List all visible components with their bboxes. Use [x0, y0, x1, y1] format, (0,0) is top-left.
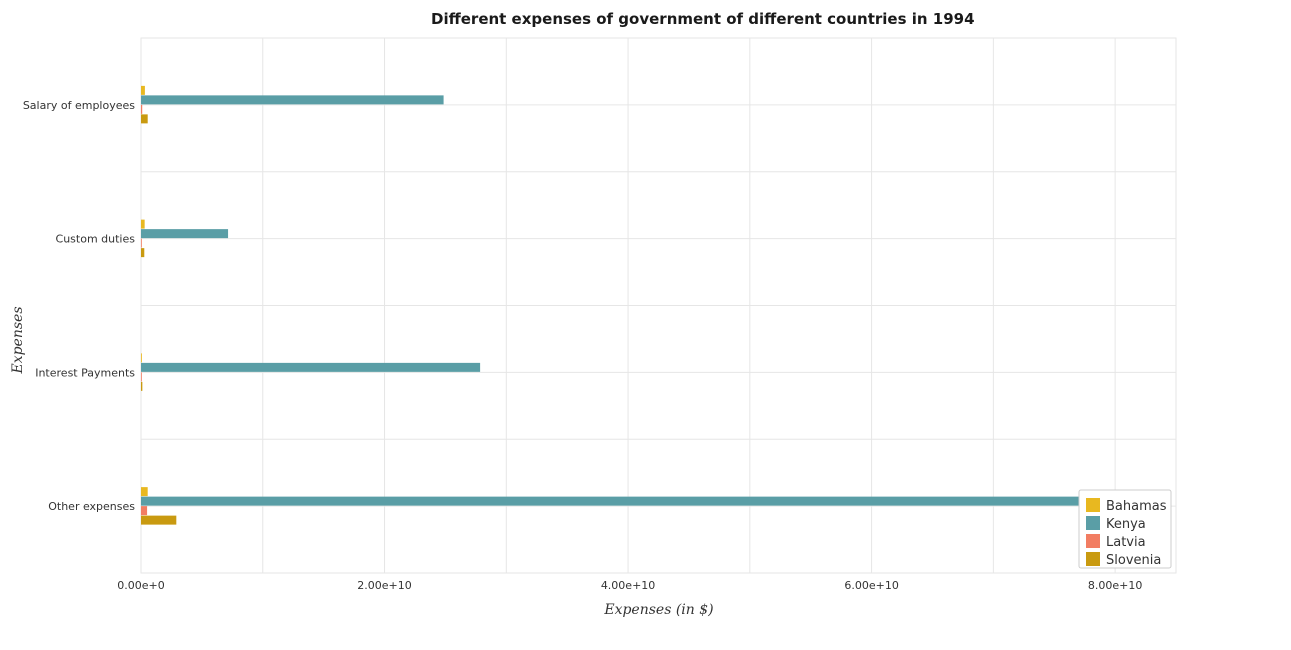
bar-slovenia-interest-payments [141, 382, 142, 391]
y-tick-label: Other expenses [48, 500, 135, 513]
bar-bahamas-interest-payments [141, 353, 142, 362]
x-tick-label: 8.00e+10 [1088, 579, 1142, 592]
y-tick-label: Salary of employees [23, 99, 135, 112]
bar-kenya-custom-duties [141, 229, 228, 238]
y-tick-label: Custom duties [56, 233, 136, 246]
x-axis-title: Expenses (in $) [603, 602, 713, 618]
bar-bahamas-salary-of-employees [141, 86, 145, 95]
x-tick-label: 6.00e+10 [844, 579, 898, 592]
legend-label-latvia: Latvia [1106, 535, 1146, 550]
chart-title: Different expenses of government of diff… [431, 10, 975, 28]
legend: Bahamas Kenya Latvia Slovenia [1079, 490, 1171, 568]
legend-label-bahamas: Bahamas [1106, 499, 1167, 514]
legend-label-kenya: Kenya [1106, 517, 1146, 532]
legend-swatch-slovenia [1086, 552, 1100, 566]
legend-label-slovenia: Slovenia [1106, 553, 1161, 568]
bar-latvia-interest-payments [141, 372, 142, 381]
x-tick-label: 2.00e+10 [357, 579, 411, 592]
legend-swatch-latvia [1086, 534, 1100, 548]
x-tick-label: 0.00e+0 [117, 579, 164, 592]
bar-kenya-salary-of-employees [141, 95, 444, 104]
bar-slovenia-salary-of-employees [141, 114, 148, 123]
y-tick-label: Interest Payments [35, 366, 135, 379]
y-axis-title: Expenses [10, 306, 26, 374]
bar-slovenia-other-expenses [141, 516, 176, 525]
x-tick-labels: 0.00e+0 2.00e+10 4.00e+10 6.00e+10 8.00e+10 [117, 579, 1142, 592]
bar-latvia-other-expenses [141, 506, 147, 515]
bar-kenya-interest-payments [141, 363, 480, 372]
bar-latvia-custom-duties [141, 239, 142, 248]
x-tick-label: 4.00e+10 [601, 579, 655, 592]
bar-slovenia-custom-duties [141, 248, 144, 257]
legend-swatch-kenya [1086, 516, 1100, 530]
gridlines [141, 38, 1176, 573]
bar-kenya-other-expenses [141, 497, 1096, 506]
y-tick-labels: Salary of employees Custom duties Interest… [23, 99, 135, 513]
bar-bahamas-other-expenses [141, 487, 148, 496]
legend-swatch-bahamas [1086, 498, 1100, 512]
bar-latvia-salary-of-employees [141, 105, 142, 114]
bar-bahamas-custom-duties [141, 220, 145, 229]
